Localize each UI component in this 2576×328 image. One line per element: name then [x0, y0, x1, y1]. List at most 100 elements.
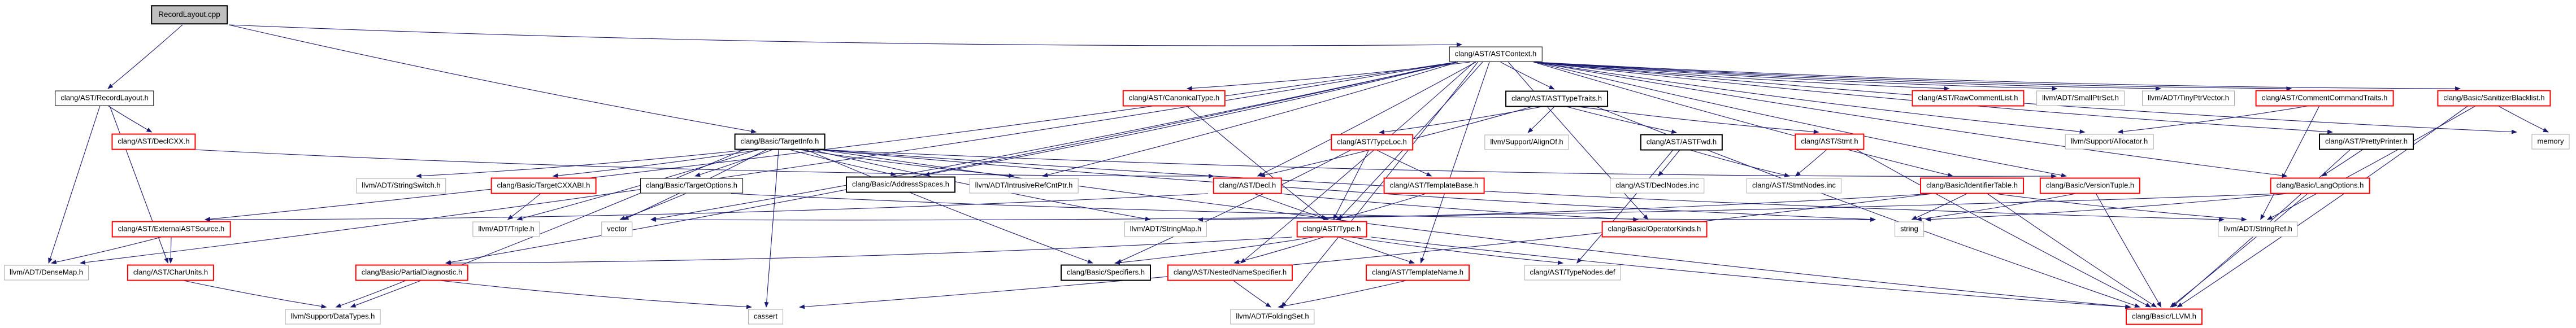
include-edge-asttypetraits-to-typeloc	[1379, 106, 1542, 134]
graph-node-llvm[interactable]: clang/Basic/LLVM.h	[2126, 308, 2203, 325]
graph-node-partialdiagnostic[interactable]: clang/Basic/PartialDiagnostic.h	[355, 264, 469, 281]
graph-node-foldingset[interactable]: llvm/ADT/FoldingSet.h	[1230, 309, 1315, 325]
include-edge-astcontext-to-memory	[1535, 62, 2517, 134]
graph-node-targetinfo[interactable]: clang/Basic/TargetInfo.h	[734, 133, 826, 150]
include-edge-decl-to-operatorkinds	[1280, 193, 1639, 222]
include-edge-canonicaltype-to-type	[1186, 106, 1326, 220]
graph-node-targetoptions[interactable]: clang/Basic/TargetOptions.h	[640, 178, 743, 194]
include-edge-asttypetraits-to-astfwd	[1566, 106, 1678, 134]
graph-node-rawcommentlist[interactable]: clang/AST/RawCommentList.h	[1912, 90, 2025, 107]
graph-node-triple[interactable]: llvm/ADT/Triple.h	[472, 221, 540, 237]
include-edge-targetinfo-to-specifiers	[805, 149, 1093, 264]
include-edge-versiontuple-to-string	[1915, 193, 2076, 221]
include-edge-astfwd-to-stmtnodes	[1690, 150, 1791, 177]
include-edge-nestednamespecifier-to-foldingset	[1233, 280, 1271, 308]
graph-node-prettyprinter[interactable]: clang/AST/PrettyPrinter.h	[2319, 133, 2414, 150]
include-edge-identifiertable-to-llvm	[1987, 193, 2157, 308]
graph-node-templatebase[interactable]: clang/AST/TemplateBase.h	[1383, 177, 1485, 194]
graph-node-stmt[interactable]: clang/AST/Stmt.h	[1795, 133, 1865, 150]
graph-node-cassert[interactable]: cassert	[748, 309, 783, 325]
graph-node-templatename[interactable]: clang/AST/TemplateName.h	[1366, 264, 1470, 281]
graph-node-externalastsource[interactable]: clang/AST/ExternalASTSource.h	[111, 221, 231, 238]
graph-node-stringmap[interactable]: llvm/ADT/StringMap.h	[1124, 221, 1207, 237]
graph-node-astcontext[interactable]: clang/AST/ASTContext.h	[1449, 46, 1543, 62]
include-edge-sanitizerblacklist-to-stringref	[2266, 106, 2475, 220]
include-edge-targetinfo-to-stringswitch	[415, 149, 750, 178]
graph-node-string[interactable]: string	[1895, 221, 1924, 237]
include-edge-cpp-to-recordlayout_h	[107, 24, 183, 89]
graph-node-typenodes[interactable]: clang/AST/TypeNodes.def	[1524, 265, 1621, 281]
include-edge-targetinfo-to-stringref	[819, 149, 2225, 222]
include-edge-astcontext-to-externalastsource	[205, 62, 1457, 222]
graph-node-addressspaces[interactable]: clang/Basic/AddressSpaces.h	[846, 176, 955, 193]
include-edge-type-to-llvm	[1371, 237, 2132, 309]
graph-node-recordlayout_h[interactable]: clang/AST/RecordLayout.h	[55, 90, 154, 106]
include-edge-astcontext-to-versiontuple	[1535, 62, 2067, 178]
graph-node-stringref[interactable]: llvm/ADT/StringRef.h	[2218, 221, 2298, 237]
graph-node-tinyptrvector[interactable]: llvm/ADT/TinyPtrVector.h	[2142, 90, 2235, 106]
include-edge-langoptions-to-llvm	[2170, 193, 2308, 308]
graph-node-specifiers[interactable]: clang/Basic/Specifiers.h	[1060, 264, 1152, 281]
graph-node-declnodes[interactable]: clang/AST/DeclNodes.inc	[1610, 178, 1705, 194]
include-edge-targetinfo-to-llvm	[819, 149, 2131, 309]
graph-node-densemap[interactable]: llvm/ADT/DenseMap.h	[3, 265, 89, 281]
include-edge-decl-to-externalastsource	[205, 193, 1209, 222]
graph-node-typeloc[interactable]: clang/AST/TypeLoc.h	[1331, 134, 1413, 151]
include-edge-astcontext-to-vector	[650, 62, 1457, 221]
graph-node-versiontuple[interactable]: clang/Basic/VersionTuple.h	[2039, 177, 2141, 194]
graph-node-nestednamespecifier[interactable]: clang/AST/NestedNameSpecifier.h	[1167, 264, 1293, 281]
include-edge-charunits-to-datatypes	[183, 280, 327, 309]
include-edge-targetinfo-to-targetoptions	[694, 149, 773, 177]
include-edge-targetinfo-to-versiontuple	[819, 149, 2057, 178]
include-edge-type-to-specifiers	[1114, 237, 1314, 265]
include-edge-identifiertable-to-string	[1911, 193, 1967, 220]
include-edge-targetinfo-to-string	[819, 149, 1876, 222]
graph-node-stringswitch[interactable]: llvm/ADT/StringSwitch.h	[356, 178, 446, 194]
include-edge-astcontext-to-rawcommentlist	[1533, 62, 1950, 91]
include-edge-astcontext-to-decl	[1257, 62, 1476, 177]
graph-node-asttypetraits[interactable]: clang/AST/ASTTypeTraits.h	[1505, 90, 1608, 107]
include-edge-astcontext-to-canonicaltype	[1186, 62, 1470, 91]
include-edge-stmt-to-llvm	[1856, 149, 2152, 308]
graph-node-declcxx[interactable]: clang/AST/DeclCXX.h	[111, 133, 196, 150]
include-edge-astcontext-to-templatename	[1420, 62, 1490, 264]
graph-node-identifiertable[interactable]: clang/Basic/IdentifierTable.h	[1920, 177, 2024, 194]
include-edge-astfwd-to-declnodes	[1658, 150, 1680, 177]
graph-node-alignof[interactable]: llvm/Support/AlignOf.h	[1484, 134, 1569, 150]
graph-node-operatorkinds[interactable]: clang/Basic/OperatorKinds.h	[1601, 221, 1708, 238]
include-edge-commentcommandtraits-to-stringref	[2260, 106, 2320, 220]
graph-node-allocator[interactable]: llvm/Support/Allocator.h	[2065, 134, 2154, 150]
graph-node-smallptrset[interactable]: llvm/ADT/SmallPtrSet.h	[2036, 90, 2125, 106]
include-edge-typeloc-to-templatebase	[1376, 150, 1432, 177]
graph-node-charunits[interactable]: clang/AST/CharUnits.h	[127, 264, 215, 281]
graph-node-vector[interactable]: vector	[601, 221, 633, 237]
include-edge-templatename-to-foldingset	[1278, 280, 1406, 309]
include-edge-astcontext-to-commentcommandtraits	[1535, 62, 2292, 91]
graph-node-langoptions[interactable]: clang/Basic/LangOptions.h	[2270, 177, 2370, 194]
graph-node-intrusiverefcntptr[interactable]: llvm/ADT/IntrusiveRefCntPtr.h	[969, 178, 1079, 194]
graph-node-canonicaltype[interactable]: clang/AST/CanonicalType.h	[1122, 90, 1226, 107]
include-edge-typeloc-to-type	[1333, 150, 1369, 220]
include-edge-astcontext-to-allocator	[1535, 62, 2086, 134]
include-edge-astcontext-to-nestednamespecifier	[1240, 62, 1475, 264]
include-edge-type-to-typenodes	[1350, 237, 1563, 265]
graph-node-type[interactable]: clang/AST/Type.h	[1296, 221, 1367, 238]
graph-node-datatypes[interactable]: llvm/Support/DataTypes.h	[285, 309, 381, 325]
include-edge-recordlayout_h-to-densemap	[48, 106, 101, 264]
include-edge-declcxx-to-decl	[193, 149, 1214, 178]
include-edge-astfwd-to-typenodes	[1576, 150, 1673, 264]
include-edge-versiontuple-to-llvm	[2096, 193, 2162, 308]
include-edge-astcontext-to-identifiertable	[1534, 62, 1954, 177]
include-edge-targetinfo-to-cassert	[764, 149, 779, 308]
graph-node-commentcommandtraits[interactable]: clang/AST/CommentCommandTraits.h	[2255, 90, 2394, 107]
include-edge-targetinfo-to-triple	[516, 149, 758, 221]
graph-node-stmtnodes[interactable]: clang/AST/StmtNodes.inc	[1746, 178, 1842, 194]
include-edge-targetinfo-to-datatypes	[350, 149, 744, 308]
graph-node-targetcxxabi[interactable]: clang/Basic/TargetCXXABI.h	[490, 177, 597, 194]
graph-node-decl[interactable]: clang/AST/Decl.h	[1213, 177, 1283, 194]
include-edge-targetinfo-to-addressspaces	[789, 149, 897, 177]
graph-node-sanitizerblacklist[interactable]: clang/Basic/SanitizerBlacklist.h	[2437, 90, 2551, 107]
graph-node-astfwd[interactable]: clang/AST/ASTFwd.h	[1640, 134, 1723, 151]
graph-node-memory[interactable]: memory	[2531, 134, 2570, 150]
